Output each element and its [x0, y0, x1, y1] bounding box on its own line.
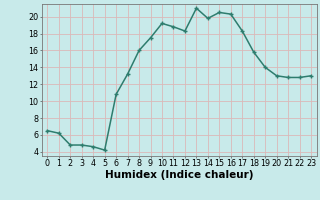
- X-axis label: Humidex (Indice chaleur): Humidex (Indice chaleur): [105, 170, 253, 180]
